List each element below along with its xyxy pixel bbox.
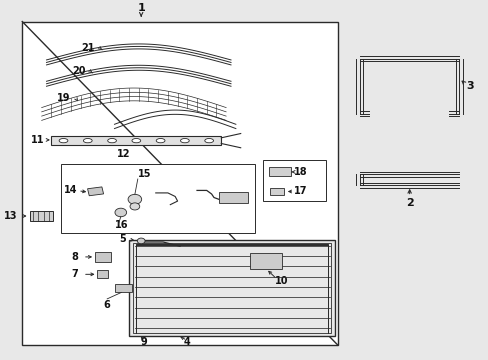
Text: 10: 10	[274, 276, 287, 286]
Text: 2: 2	[405, 198, 413, 208]
Text: 7: 7	[71, 269, 78, 279]
Ellipse shape	[204, 139, 213, 143]
Text: 13: 13	[4, 211, 18, 221]
Text: 11: 11	[31, 135, 44, 145]
Bar	[115, 284, 132, 292]
Bar	[22, 22, 337, 345]
Text: 14: 14	[63, 185, 77, 195]
Bar	[61, 164, 255, 233]
Circle shape	[115, 208, 126, 217]
Text: 12: 12	[117, 149, 130, 159]
Text: 21: 21	[81, 43, 95, 53]
Text: 6: 6	[103, 300, 110, 310]
Bar	[268, 167, 290, 176]
Bar	[250, 253, 282, 269]
Ellipse shape	[156, 139, 164, 143]
Ellipse shape	[107, 139, 116, 143]
Ellipse shape	[132, 139, 141, 143]
Text: 17: 17	[293, 186, 307, 197]
Text: 19: 19	[57, 93, 71, 103]
Text: 20: 20	[72, 66, 85, 76]
Bar	[269, 188, 284, 195]
Text: 15: 15	[138, 169, 151, 179]
Circle shape	[130, 203, 140, 210]
Bar	[129, 240, 335, 336]
Text: 18: 18	[293, 167, 307, 177]
Bar	[51, 136, 221, 145]
Bar	[97, 270, 108, 278]
Text: 16: 16	[114, 220, 128, 230]
Bar	[219, 192, 247, 203]
Ellipse shape	[180, 139, 189, 143]
Text: 9: 9	[140, 337, 147, 347]
Text: 1: 1	[137, 3, 145, 13]
Ellipse shape	[83, 139, 92, 143]
Circle shape	[128, 194, 142, 204]
Bar	[262, 160, 325, 201]
Text: 4: 4	[183, 337, 190, 347]
Bar	[133, 243, 331, 333]
Text: 3: 3	[466, 81, 473, 90]
Text: 8: 8	[71, 252, 78, 262]
Ellipse shape	[59, 139, 68, 143]
Bar	[95, 252, 110, 261]
Circle shape	[137, 238, 145, 244]
Bar	[29, 211, 53, 221]
Bar	[87, 187, 103, 196]
Text: 5: 5	[119, 234, 125, 244]
